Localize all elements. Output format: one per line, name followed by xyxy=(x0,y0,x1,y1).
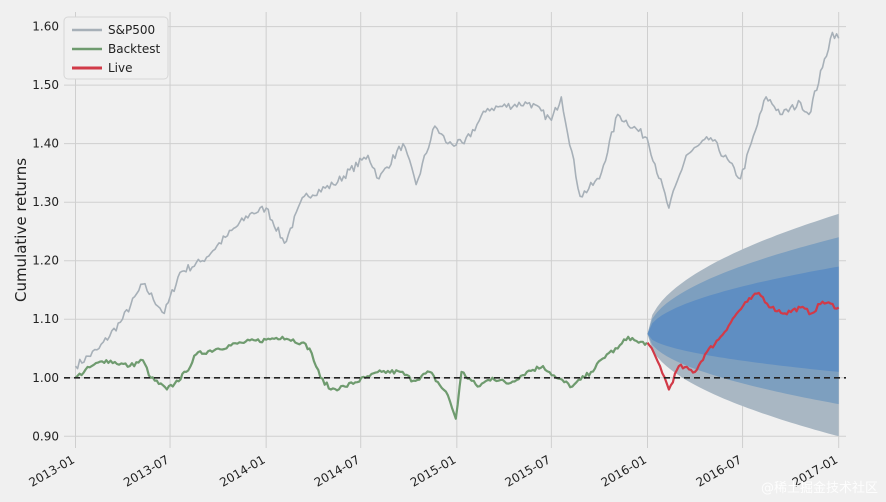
series-line-1 xyxy=(74,335,648,420)
y-tick-label-6: 1.50 xyxy=(32,78,59,92)
y-tick-label-7: 1.60 xyxy=(32,20,59,34)
legend-label-2: Live xyxy=(108,61,133,75)
x-tick-label-4: 2015-01 xyxy=(408,452,458,489)
y-axis-ticks: 0.90 1.00 1.10 1.20 1.30 1.40 1.50 1.60 xyxy=(32,20,59,444)
y-tick-label-4: 1.30 xyxy=(32,195,59,209)
x-axis-ticks: 2013-01 2013-07 2014-01 2014-07 2015-01 2015-… xyxy=(27,452,841,489)
projection-cone xyxy=(647,213,839,437)
legend-label-1: Backtest xyxy=(108,42,160,56)
y-tick-label-5: 1.40 xyxy=(32,137,59,151)
series-line-0 xyxy=(74,31,840,370)
y-tick-label-3: 1.20 xyxy=(32,254,59,268)
x-tick-label-3: 2014-07 xyxy=(312,452,362,489)
x-tick-label-6: 2016-01 xyxy=(599,452,649,489)
series-line-2 xyxy=(646,291,840,391)
y-tick-label-2: 1.10 xyxy=(32,312,59,326)
series-lines xyxy=(74,31,840,420)
y-axis-label: Cumulative returns xyxy=(12,158,30,302)
x-tick-label-7: 2016-07 xyxy=(694,452,744,489)
legend-frame xyxy=(63,16,169,80)
watermark-text: @稀土掘金技术社区 xyxy=(760,481,878,496)
legend: S&P500 Backtest Live xyxy=(63,16,169,80)
legend-label-0: S&P500 xyxy=(108,23,155,37)
y-tick-label-1: 1.00 xyxy=(32,371,59,385)
x-tick-label-2: 2014-01 xyxy=(217,452,267,489)
y-tick-label-0: 0.90 xyxy=(32,429,59,443)
cone-band-2 xyxy=(647,266,839,372)
x-tick-label-5: 2015-07 xyxy=(502,452,552,489)
x-tick-label-0: 2013-01 xyxy=(27,452,77,489)
x-tick-label-1: 2013-07 xyxy=(121,452,171,489)
